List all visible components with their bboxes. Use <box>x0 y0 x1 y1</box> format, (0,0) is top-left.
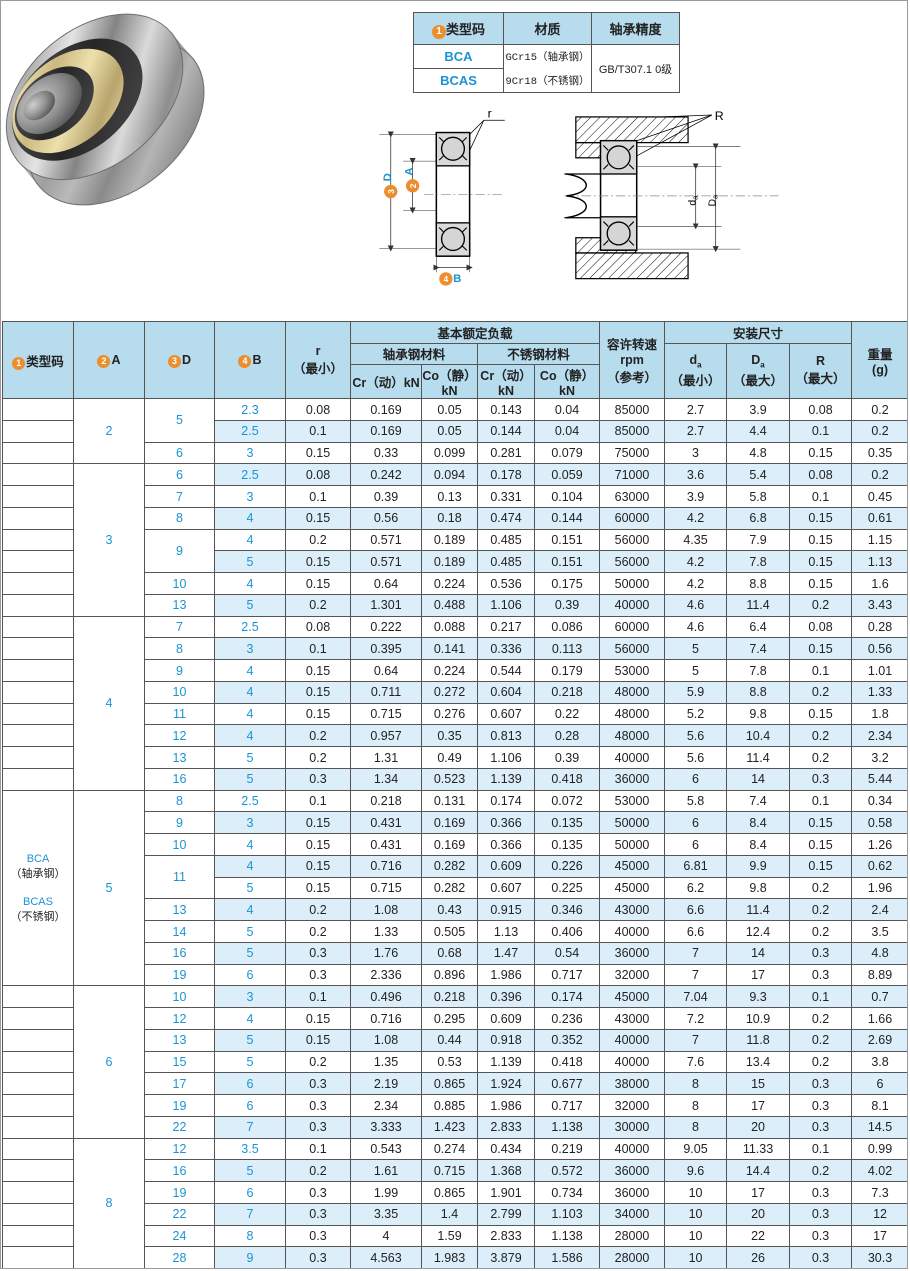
svg-text:da: da <box>688 195 700 206</box>
svg-text:3: 3 <box>386 189 396 194</box>
svg-text:R: R <box>715 109 724 123</box>
svg-text:A: A <box>404 167 416 175</box>
svg-text:D: D <box>382 173 394 181</box>
svg-text:4: 4 <box>443 274 448 284</box>
svg-text:B: B <box>453 273 461 285</box>
svg-text:2: 2 <box>408 183 418 188</box>
svg-text:r: r <box>488 106 492 120</box>
